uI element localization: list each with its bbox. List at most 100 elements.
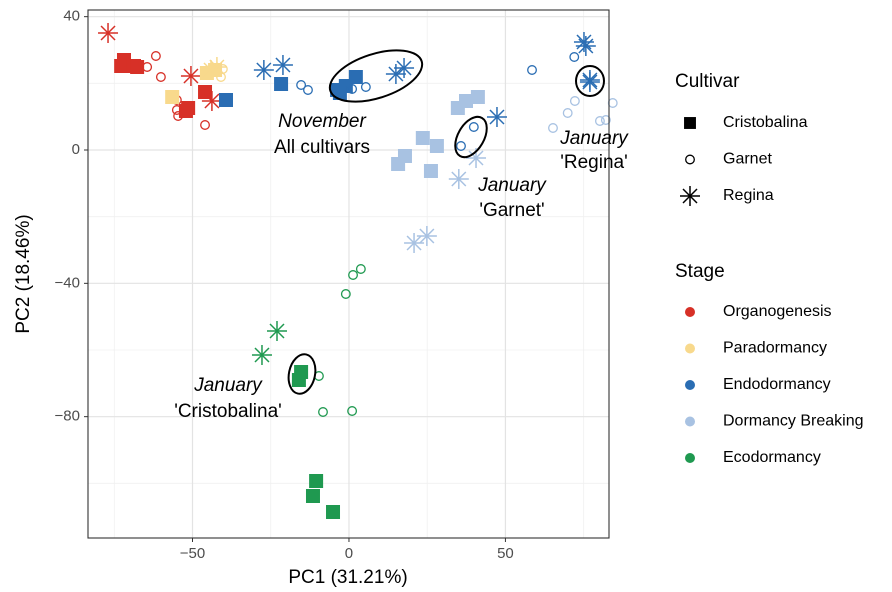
legend-label: Dormancy Breaking [723, 413, 864, 430]
y-tick-label: 40 [63, 8, 80, 25]
data-point [415, 131, 430, 145]
legend-title: Cultivar [675, 71, 740, 92]
asterisk-stroke [254, 347, 270, 363]
data-point [385, 64, 406, 84]
legend-label: Endodormancy [723, 376, 831, 393]
data-point [142, 62, 153, 72]
data-point [200, 60, 221, 80]
data-point [527, 65, 537, 75]
annotation: November [278, 111, 366, 132]
data-point [251, 345, 272, 365]
data-point [171, 105, 182, 115]
data-point [569, 96, 580, 106]
data-point [296, 80, 307, 90]
data-point [575, 36, 596, 56]
annotation: 'Garnet' [479, 200, 544, 221]
data-point [429, 139, 444, 153]
data-point [600, 115, 611, 125]
data-point [468, 122, 479, 132]
legend-label: Paradormancy [723, 340, 827, 357]
data-point [458, 94, 473, 108]
data-point [573, 32, 594, 52]
data-point [562, 108, 573, 118]
data-point [548, 123, 558, 133]
data-point [486, 107, 507, 127]
data-point [318, 407, 328, 417]
data-point [394, 58, 415, 78]
data-point [150, 51, 161, 61]
data-point [305, 489, 320, 503]
annotation: 'Regina' [560, 152, 627, 173]
asterisk-stroke [582, 74, 598, 90]
asterisk-stroke [256, 62, 272, 78]
data-point [448, 169, 469, 189]
y-tick-label: 0 [72, 141, 80, 158]
legend-key [685, 307, 695, 317]
y-tick-label: −80 [55, 408, 80, 425]
asterisk-stroke [419, 228, 435, 244]
data-point [347, 84, 358, 94]
marks [98, 23, 618, 519]
data-point [579, 72, 600, 92]
legend-label: Regina [723, 187, 774, 204]
data-point [569, 52, 580, 62]
annotation: All cultivars [274, 137, 370, 158]
annotation: January [559, 128, 629, 149]
data-point [309, 474, 324, 488]
data-point [114, 59, 129, 73]
legend-label: Organogenesis [723, 303, 832, 320]
data-point [198, 85, 213, 99]
data-point [360, 82, 371, 92]
data-point [456, 141, 466, 151]
legend-key [685, 453, 695, 463]
data-point [201, 91, 222, 111]
asterisk-stroke [396, 60, 412, 76]
annotation: January [477, 175, 547, 196]
data-point [607, 98, 618, 108]
asterisk-stroke [275, 57, 291, 73]
y-tick-label: −40 [55, 274, 80, 291]
asterisk-stroke [682, 188, 698, 204]
asterisk-stroke [489, 109, 505, 125]
data-point [470, 90, 485, 104]
highlight-ellipses [287, 49, 605, 395]
data-point [180, 66, 201, 86]
legend-key [685, 416, 695, 427]
legend-label: Cristobalina [723, 114, 808, 131]
asterisk-stroke [183, 68, 199, 84]
data-point [253, 60, 274, 80]
data-point [466, 148, 487, 168]
ellipse [287, 353, 317, 395]
data-point [165, 90, 180, 104]
legend: Cristobalina Garnet Regina Organogenesis Par… [680, 114, 864, 466]
data-point [303, 85, 313, 95]
data-point [348, 270, 358, 280]
asterisk-stroke [269, 323, 285, 339]
x-tick-label: 50 [497, 545, 514, 562]
x-tick-label: 0 [345, 545, 353, 562]
data-point [347, 406, 358, 416]
legend-key [685, 380, 695, 390]
legend-label: Ecodormancy [723, 449, 821, 466]
x-axis-label: PC1 (31.21%) [288, 567, 407, 588]
data-point [423, 164, 438, 178]
ellipse [328, 49, 424, 103]
data-point [206, 57, 227, 77]
asterisk-stroke [578, 38, 594, 54]
annotation: January [193, 375, 263, 396]
data-point [274, 77, 289, 91]
asterisk-stroke [451, 171, 467, 187]
data-point [355, 264, 366, 274]
legend-key [684, 117, 696, 129]
data-point [397, 149, 412, 163]
data-point [332, 86, 347, 100]
legend-label: Garnet [723, 151, 772, 168]
asterisk-stroke [203, 62, 219, 78]
data-point [155, 72, 166, 82]
data-point [348, 70, 363, 84]
y-axis-label: PC2 (18.46%) [13, 214, 34, 333]
annotation: 'Cristobalina' [174, 401, 282, 422]
asterisk-stroke [100, 25, 116, 41]
asterisk-stroke [204, 93, 220, 109]
